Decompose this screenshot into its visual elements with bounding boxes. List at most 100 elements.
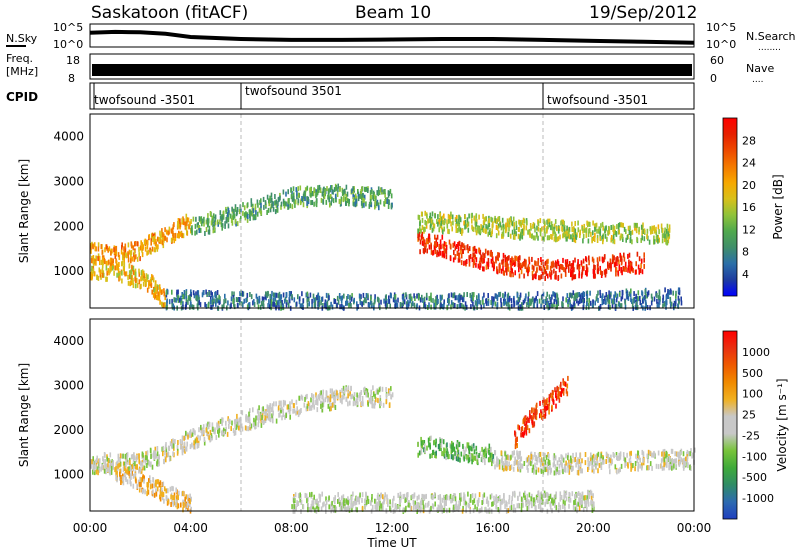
- data-cell: [522, 432, 525, 438]
- data-cell: [347, 388, 350, 394]
- data-cell: [637, 264, 640, 270]
- data-cell: [519, 292, 522, 298]
- data-cell: [227, 217, 230, 223]
- data-cell: [602, 225, 604, 231]
- data-cell: [337, 183, 339, 189]
- data-cell: [532, 222, 535, 228]
- data-cell: [262, 196, 265, 202]
- data-cell: [486, 261, 488, 267]
- data-cell: [551, 294, 553, 300]
- data-cell: [198, 300, 201, 306]
- data-cell: [127, 280, 130, 286]
- data-cell: [141, 269, 144, 275]
- data-cell: [602, 239, 604, 245]
- data-cell: [555, 392, 557, 398]
- data-cell: [205, 219, 208, 225]
- data-cell: [234, 204, 237, 210]
- data-cell: [285, 302, 288, 308]
- data-cell: [233, 419, 236, 425]
- data-cell: [482, 225, 485, 231]
- data-cell: [583, 498, 586, 504]
- data-cell: [505, 256, 508, 262]
- data-cell: [129, 460, 131, 465]
- data-cell: [144, 455, 147, 461]
- data-cell: [533, 298, 536, 304]
- data-cell: [201, 292, 204, 298]
- data-cell: [554, 293, 557, 299]
- data-cell: [492, 458, 495, 464]
- data-cell: [254, 206, 257, 212]
- data-cell: [663, 301, 666, 307]
- data-cell: [513, 229, 516, 235]
- data-cell: [596, 228, 598, 234]
- data-cell: [421, 217, 424, 223]
- data-cell: [425, 292, 428, 298]
- data-cell: [552, 228, 555, 234]
- data-cell: [526, 464, 528, 470]
- data-cell: [593, 273, 595, 279]
- data-cell: [282, 399, 285, 405]
- data-cell: [452, 455, 454, 461]
- data-cell: [621, 294, 624, 300]
- data-cell: [331, 393, 334, 399]
- data-cell: [230, 426, 232, 431]
- data-cell: [174, 439, 176, 444]
- data-cell: [128, 471, 130, 476]
- data-cell: [317, 298, 319, 304]
- data-cell: [558, 391, 561, 397]
- data-cell: [434, 249, 437, 255]
- data-cell: [483, 292, 485, 298]
- data-cell: [533, 501, 535, 507]
- data-cell: [132, 277, 134, 283]
- data-cell: [458, 253, 461, 259]
- data-cell: [478, 260, 481, 266]
- data-cell: [481, 507, 483, 513]
- data-cell: [574, 506, 577, 512]
- data-cell: [218, 299, 221, 305]
- data-cell: [532, 414, 535, 420]
- data-cell: [205, 289, 207, 295]
- data-cell: [160, 485, 162, 491]
- data-cell: [548, 394, 551, 400]
- data-cell: [430, 249, 433, 255]
- data-cell: [516, 292, 519, 298]
- data-cell: [101, 263, 104, 269]
- data-cell: [418, 235, 420, 241]
- data-cell: [501, 465, 504, 471]
- data-cell: [489, 452, 491, 458]
- data-cell: [512, 272, 514, 278]
- data-cell: [370, 295, 372, 301]
- data-cell: [441, 294, 443, 300]
- data-cell: [568, 261, 571, 266]
- data-cell: [293, 403, 295, 409]
- data-cell: [643, 228, 646, 234]
- data-cell: [583, 227, 586, 233]
- data-cell: [95, 255, 97, 261]
- data-cell: [234, 206, 237, 212]
- data-cell: [99, 269, 101, 275]
- data-cell: [451, 447, 453, 453]
- data-cell: [165, 496, 168, 501]
- data-cell: [643, 296, 645, 302]
- data-cell: [173, 492, 176, 498]
- data-cell: [483, 266, 485, 272]
- data-cell: [128, 249, 131, 255]
- data-cell: [470, 295, 473, 300]
- data-cell: [271, 197, 273, 203]
- data-cell: [471, 493, 474, 499]
- data-cell: [513, 222, 516, 228]
- data-cell: [671, 458, 673, 463]
- data-cell: [601, 299, 604, 305]
- data-cell: [306, 196, 308, 202]
- data-cell: [445, 244, 448, 250]
- data-cell: [358, 293, 361, 299]
- data-cell: [443, 253, 445, 259]
- data-cell: [105, 265, 108, 271]
- data-cell: [91, 241, 93, 247]
- data-cell: [468, 246, 471, 252]
- data-cell: [441, 234, 444, 240]
- data-cell: [216, 297, 218, 303]
- data-cell: [146, 463, 148, 468]
- data-cell: [219, 219, 221, 225]
- data-cell: [649, 226, 652, 232]
